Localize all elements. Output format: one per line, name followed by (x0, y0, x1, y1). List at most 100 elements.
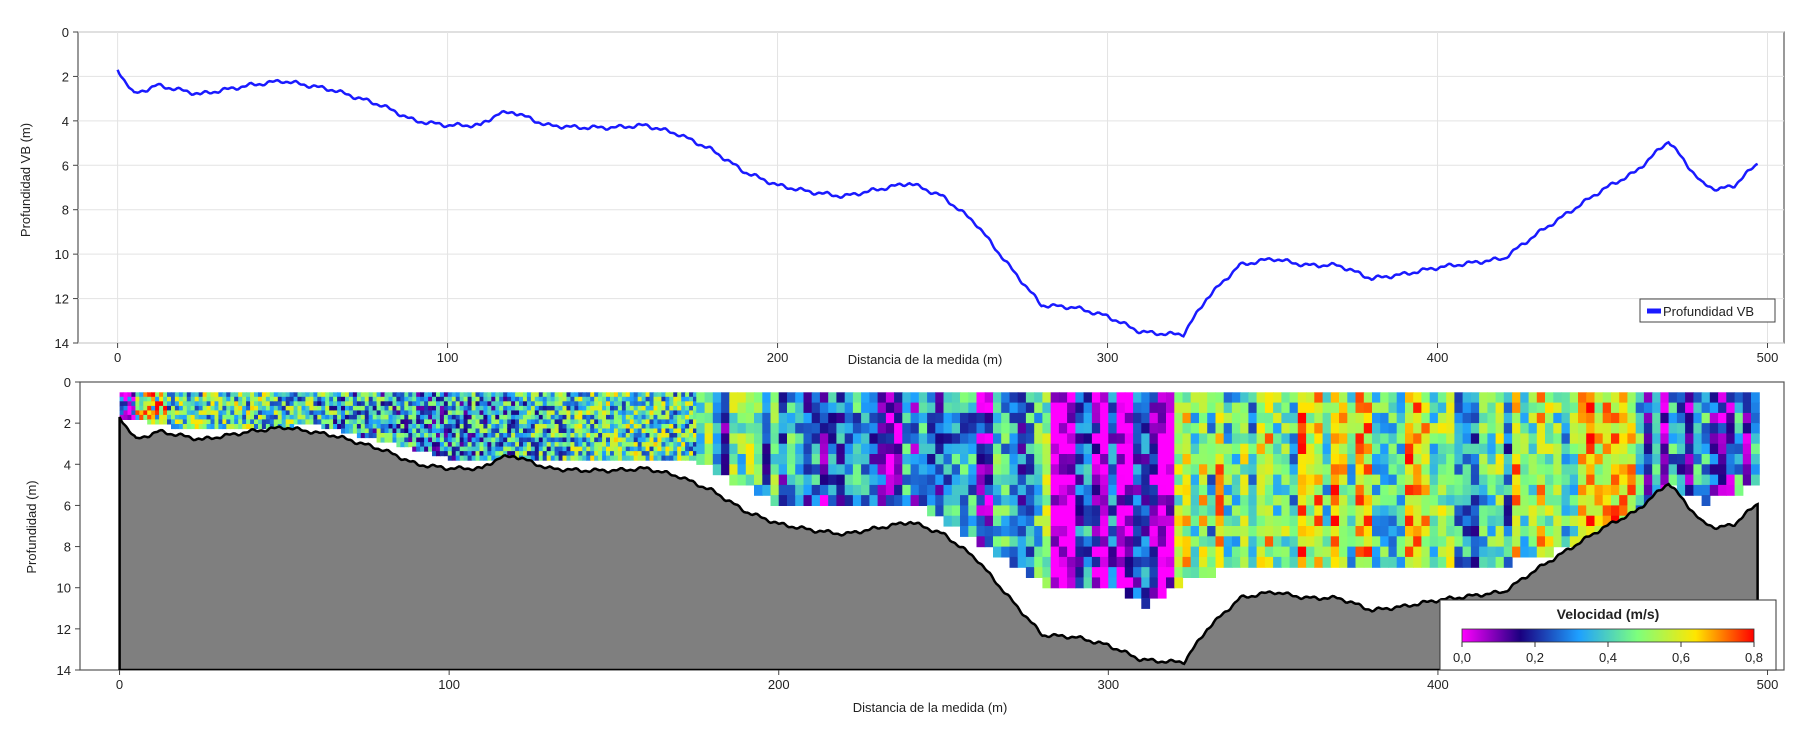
velocity-cell (424, 401, 429, 407)
velocity-cell (1668, 402, 1678, 414)
velocity-cell (918, 433, 928, 445)
velocity-cell (523, 424, 528, 430)
velocity-cell (190, 414, 196, 420)
velocity-cell (693, 437, 698, 443)
velocity-cell (598, 396, 603, 402)
velocity-cell (317, 410, 322, 416)
velocity-cell (526, 428, 532, 434)
velocity-cell (1643, 433, 1653, 445)
velocity-cell (1454, 474, 1464, 486)
velocity-cell (1256, 412, 1266, 424)
velocity-cell (1248, 515, 1258, 527)
velocity-cell (689, 433, 694, 439)
velocity-cell (1273, 515, 1282, 527)
velocity-cell (515, 428, 520, 434)
velocity-cell (1569, 484, 1579, 496)
velocity-cell (610, 455, 615, 461)
velocity-cell (637, 424, 643, 430)
velocity-cell (1561, 433, 1571, 445)
velocity-cell (455, 396, 461, 402)
velocity-cell (1586, 526, 1595, 537)
velocity-cell (1149, 526, 1159, 537)
velocity-cell (943, 474, 953, 486)
velocity-cell (1058, 402, 1068, 414)
velocity-cell (993, 474, 1002, 486)
velocity-cell (412, 446, 417, 452)
velocity-cell (412, 410, 417, 416)
velocity-cell (1091, 505, 1101, 517)
velocity-cell (1231, 495, 1241, 506)
velocity-cell (1231, 484, 1241, 496)
velocity-cell (400, 428, 405, 434)
velocity-cell (475, 455, 481, 461)
velocity-cell (1569, 495, 1579, 506)
velocity-cell (1017, 526, 1027, 537)
colorbar-tick-label: 0,8 (1745, 650, 1763, 665)
velocity-cell (1553, 515, 1563, 527)
velocity-cell (1281, 484, 1291, 496)
velocity-cell (396, 424, 401, 430)
velocity-cell (182, 419, 188, 425)
velocity-cell (1446, 536, 1455, 548)
velocity-cell (1264, 412, 1274, 424)
velocity-cell (1413, 536, 1422, 548)
velocity-cell (1479, 536, 1488, 548)
velocity-cell (582, 410, 587, 416)
velocity-cell (171, 401, 176, 407)
velocity-cell (428, 410, 433, 416)
velocity-cell (416, 410, 421, 416)
velocity-cell (412, 437, 417, 443)
velocity-cell (1479, 546, 1488, 558)
velocity-cell (1322, 474, 1332, 486)
velocity-cell (902, 433, 912, 445)
velocity-cell (617, 405, 623, 411)
velocity-cell (416, 437, 421, 443)
velocity-cell (293, 410, 299, 416)
velocity-cell (819, 454, 829, 465)
velocity-cell (811, 412, 821, 424)
velocity-cell (657, 419, 662, 425)
velocity-cell (1446, 433, 1455, 445)
velocity-cell (951, 454, 961, 465)
velocity-cell (119, 401, 125, 407)
velocity-cell (451, 419, 457, 425)
velocity-cell (554, 455, 560, 461)
velocity-cell (894, 495, 903, 506)
velocity-cell (364, 401, 370, 407)
velocity-cell (696, 423, 706, 434)
velocity-cell (265, 396, 271, 402)
velocity-cell (1619, 433, 1628, 445)
velocity-cell (1133, 454, 1142, 465)
velocity-cell (1619, 464, 1628, 476)
velocity-cell (1536, 495, 1546, 506)
velocity-cell (602, 405, 607, 411)
velocity-cell (530, 446, 536, 452)
velocity-cell (1009, 392, 1019, 404)
velocity-cell (1388, 484, 1398, 496)
velocity-cell (491, 392, 496, 398)
velocity-cell (1446, 412, 1455, 424)
velocity-cell (1133, 402, 1142, 414)
velocity-cell (696, 412, 706, 424)
velocity-cell (877, 464, 887, 476)
velocity-cell (1718, 474, 1727, 486)
velocity-cell (566, 442, 572, 448)
velocity-cell (368, 419, 374, 425)
velocity-cell (550, 437, 556, 443)
velocity-cell (285, 424, 291, 430)
velocity-cell (1141, 505, 1151, 517)
velocity-cell (685, 396, 690, 402)
velocity-cell (570, 442, 575, 448)
velocity-cell (530, 405, 536, 411)
velocity-cell (289, 401, 295, 407)
velocity-cell (828, 443, 837, 455)
velocity-cell (550, 414, 556, 420)
velocity-cell (277, 419, 283, 425)
velocity-cell (1042, 433, 1052, 445)
velocity-cell (550, 451, 556, 457)
velocity-cell (787, 454, 796, 465)
velocity-cell (1157, 464, 1167, 476)
velocity-cell (1174, 546, 1184, 558)
velocity-cell (1437, 474, 1447, 486)
bottom-y-tick-label: 10 (57, 581, 71, 596)
